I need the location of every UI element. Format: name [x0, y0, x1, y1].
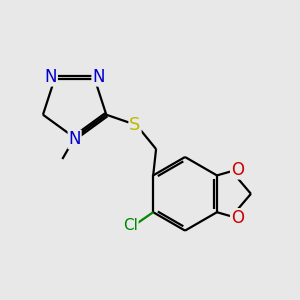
Text: Cl: Cl [123, 218, 138, 233]
Text: N: N [68, 130, 81, 148]
Text: N: N [45, 68, 57, 86]
Text: S: S [129, 116, 141, 134]
Text: O: O [231, 209, 244, 227]
Text: O: O [231, 161, 244, 179]
Text: N: N [92, 68, 105, 86]
